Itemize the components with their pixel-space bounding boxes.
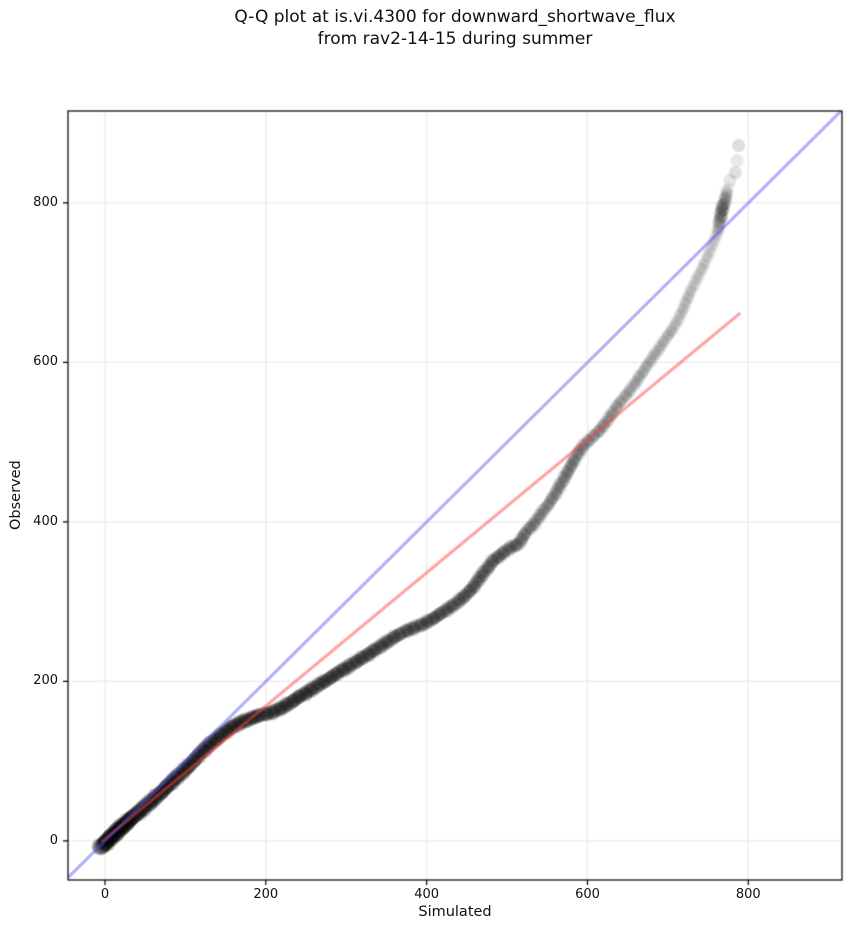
y-tick-label: 0 <box>49 832 58 848</box>
x-axis-label: Simulated <box>418 904 492 920</box>
y-tick-label: 800 <box>33 194 58 210</box>
chart-title-line2: from rav2-14-15 during summer <box>317 29 593 50</box>
x-tick-label: 600 <box>575 887 600 902</box>
x-tick-label: 0 <box>100 887 110 902</box>
x-tick-label: 400 <box>414 887 440 902</box>
chart-title: Q-Q plot at is.vi.4300 for downward_shor… <box>68 6 842 51</box>
x-tick-label: 800 <box>735 887 761 902</box>
y-tick-label: 600 <box>33 354 58 370</box>
chart-title-line1: Q-Q plot at is.vi.4300 for downward_shor… <box>234 7 676 27</box>
x-tick-label: 200 <box>253 887 279 902</box>
y-axis-label: Observed <box>8 460 24 531</box>
y-tick-label: 200 <box>33 673 58 689</box>
y-tick-label: 400 <box>33 513 58 529</box>
